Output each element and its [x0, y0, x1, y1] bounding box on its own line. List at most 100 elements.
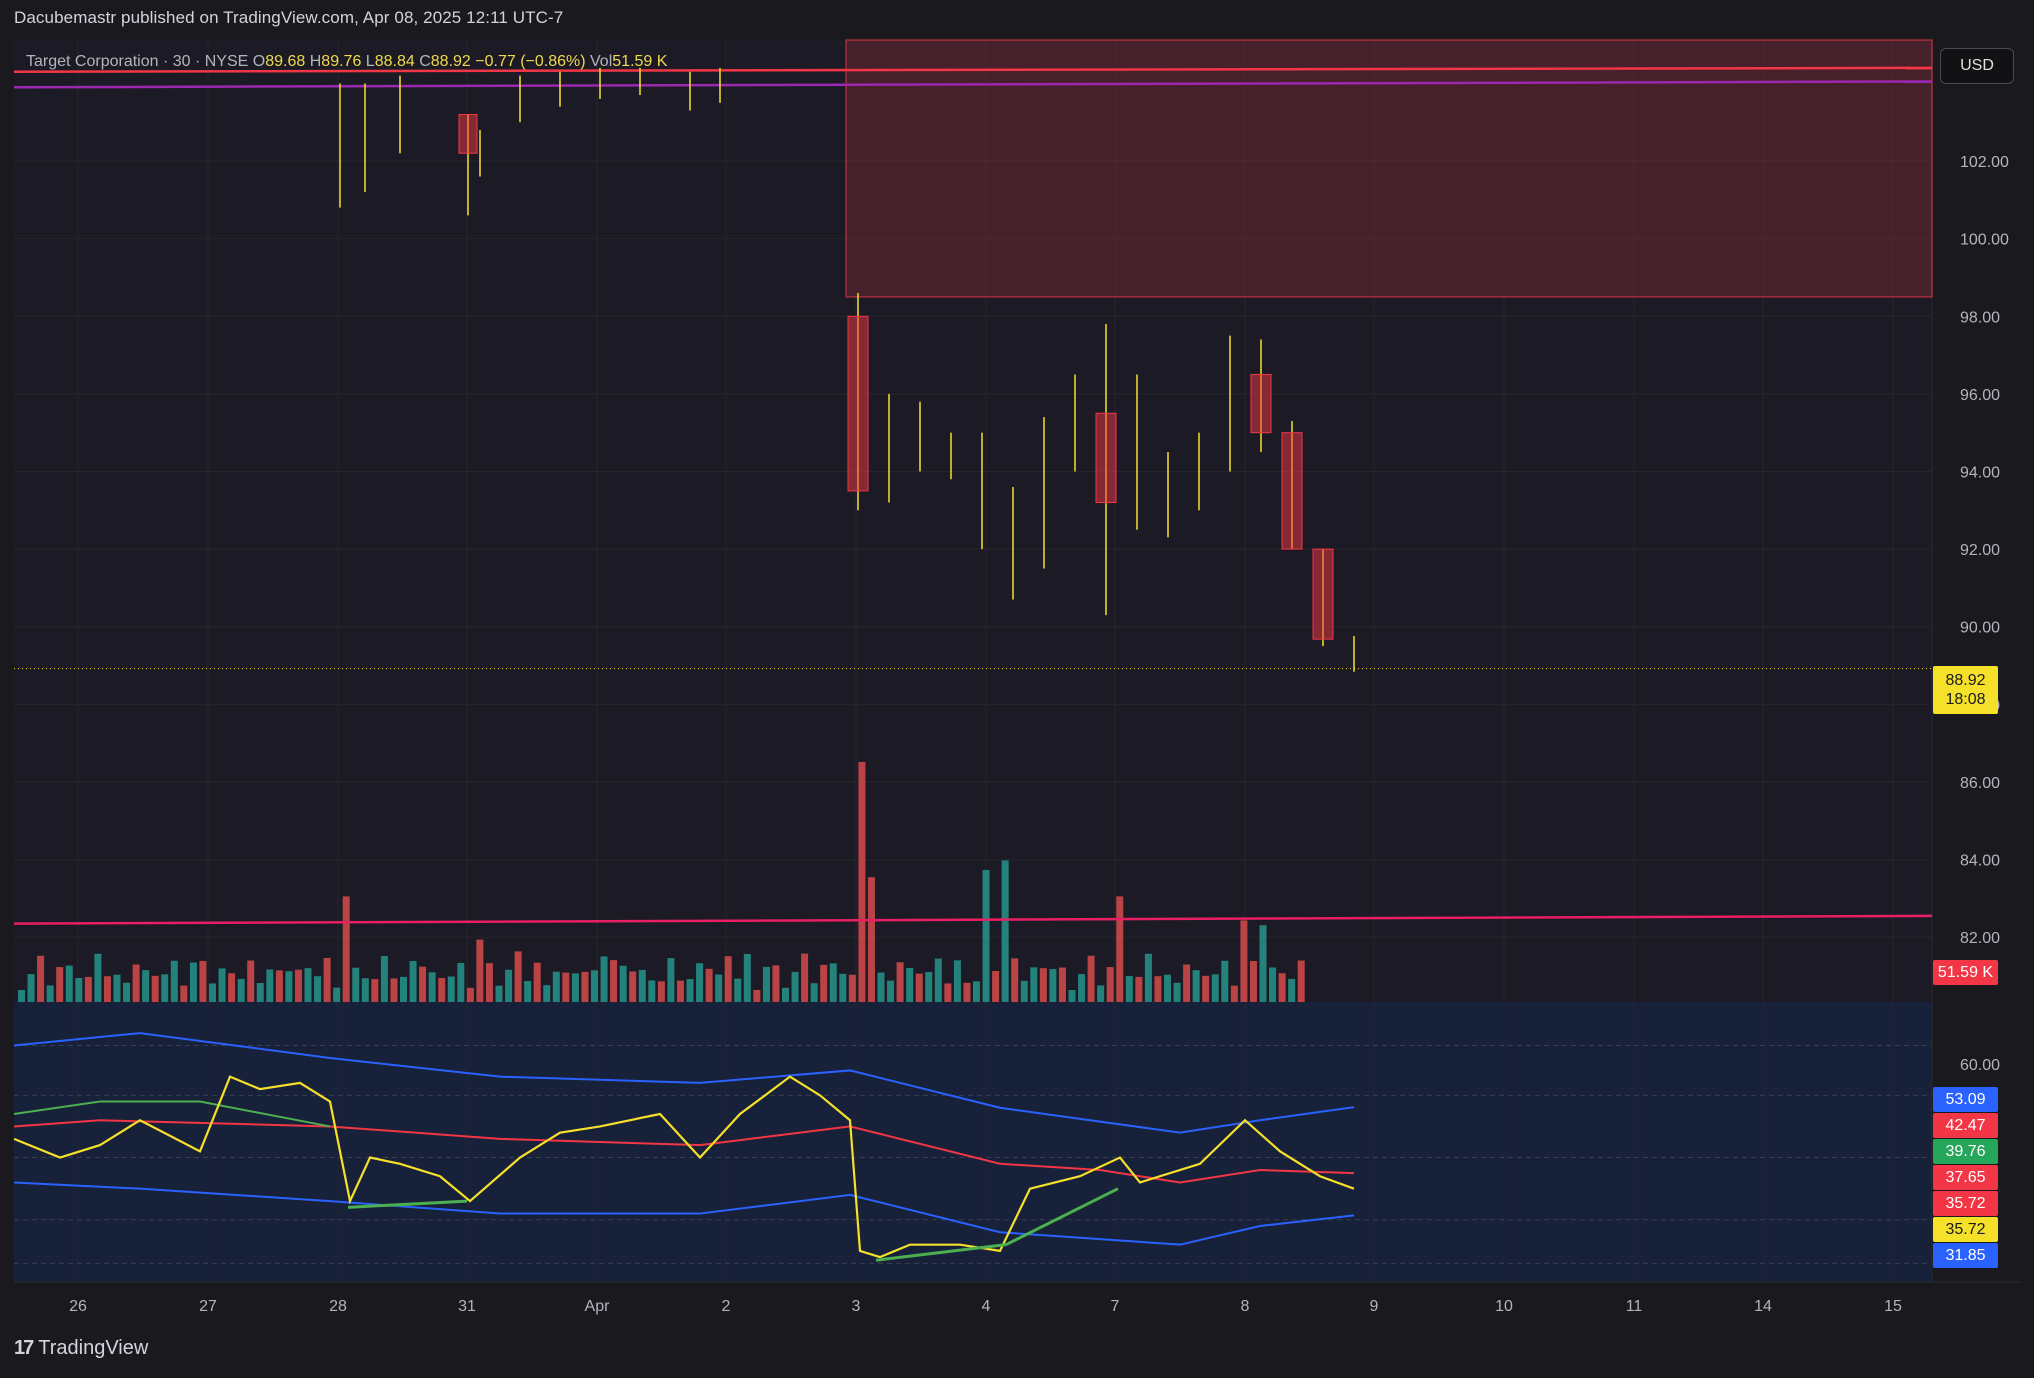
bullish-divergence-3 — [1005, 1187, 1119, 1247]
volume-bar — [419, 966, 427, 1002]
volume-bar — [457, 962, 465, 1002]
time-tick-label: 3 — [852, 1298, 861, 1315]
volume-bar — [27, 974, 35, 1002]
volume-bar — [934, 958, 942, 1002]
volume-bar — [1116, 896, 1124, 1002]
tradingview-logo-icon: 17 — [14, 1337, 34, 1359]
volume-bar — [810, 983, 818, 1002]
volume-bar — [75, 978, 83, 1002]
high-value: 89.76 — [321, 53, 362, 70]
volume-bar — [380, 955, 388, 1002]
volume-bar — [505, 969, 513, 1002]
last-price-tag: 88.92 18:08 — [1933, 666, 1998, 714]
volume-value-tag: 51.59 K — [1933, 960, 1998, 985]
purple-line — [13, 80, 1933, 89]
volume-bar — [1240, 920, 1248, 1002]
volume-bar — [1087, 955, 1095, 1002]
volume-bar — [1164, 974, 1171, 1002]
volume-bar — [37, 955, 45, 1002]
volume-bar — [323, 957, 331, 1002]
volume-bar — [1249, 960, 1257, 1002]
volume-bar — [524, 981, 532, 1002]
volume-bar — [829, 963, 837, 1002]
volume-bar — [161, 974, 169, 1002]
volume-bar — [495, 985, 503, 1002]
volume-bar — [228, 973, 236, 1002]
volume-bar — [600, 956, 608, 1002]
volume-bar — [1068, 990, 1076, 1002]
volume-bar — [963, 982, 971, 1002]
volume-bar — [1278, 973, 1286, 1002]
price-tick-label: 90.00 — [1960, 620, 2000, 637]
indicator-value-tag: 53.09 — [1933, 1087, 1998, 1112]
price-tick-label: 92.00 — [1960, 542, 2000, 559]
volume-bar — [56, 967, 64, 1002]
volume-bar — [552, 971, 560, 1002]
volume-bar — [762, 966, 770, 1002]
indicator-value-tag: 31.85 — [1933, 1243, 1998, 1268]
price-tick-label: 86.00 — [1960, 775, 2000, 792]
volume-bar — [1020, 980, 1028, 1002]
open-value: 89.68 — [265, 53, 306, 70]
price-tick-label: 102.00 — [1960, 154, 2009, 171]
volume-bar — [925, 972, 933, 1002]
time-tick-label: 26 — [69, 1298, 87, 1315]
volume-bar — [715, 974, 723, 1002]
price-tick-label: 96.00 — [1960, 387, 2000, 404]
volume-bar — [1078, 974, 1086, 1002]
volume-bar — [944, 983, 952, 1002]
currency-button[interactable]: USD — [1940, 48, 2014, 84]
price-tick-label: 98.00 — [1960, 309, 2000, 326]
red-line — [13, 66, 1933, 74]
volume-bar — [1211, 974, 1219, 1002]
volume-bar — [801, 953, 809, 1002]
volume-bar — [657, 981, 665, 1002]
volume-bar — [982, 870, 990, 1002]
volume-bar — [18, 990, 25, 1002]
candle-body — [847, 315, 869, 492]
tradingview-brand: TradingView — [38, 1337, 149, 1359]
volume-bar — [1202, 975, 1210, 1002]
volume-bar — [1097, 985, 1105, 1002]
volume-bar — [915, 973, 923, 1002]
volume-bar — [438, 978, 446, 1002]
close-value: 88.92 — [430, 53, 471, 70]
volume-bar — [180, 985, 188, 1002]
volume-bar — [896, 962, 904, 1002]
volume-bar — [581, 971, 589, 1002]
volume-bar — [65, 965, 73, 1002]
volume-bar — [352, 967, 360, 1002]
rsi-ma2-line — [13, 1100, 331, 1128]
volume-bar — [209, 983, 216, 1002]
volume-bar — [543, 985, 551, 1002]
volume-bar — [562, 972, 570, 1002]
volume-bar — [782, 987, 789, 1002]
volume-bar — [629, 971, 637, 1002]
volume-bar — [476, 939, 484, 1002]
close-label: C — [419, 53, 431, 70]
tradingview-footer[interactable]: 17 TradingView — [14, 1337, 148, 1360]
volume-bar — [887, 980, 895, 1002]
published-header: Dacubemastr published on TradingView.com… — [14, 8, 564, 27]
volume-bar — [113, 974, 121, 1002]
candle-body — [1095, 412, 1117, 504]
indicator-value-tag: 35.72 — [1933, 1191, 1998, 1216]
volume-bar — [734, 978, 742, 1002]
volume-bar — [142, 970, 150, 1002]
volume-bar — [466, 987, 474, 1002]
volume-bar — [132, 964, 140, 1002]
volume-bar — [772, 965, 780, 1002]
volume-bar — [953, 960, 961, 1002]
volume-bar — [1039, 968, 1047, 1002]
volume-bar — [400, 976, 407, 1002]
resistance-zone — [845, 39, 1933, 298]
volume-bar — [533, 962, 541, 1002]
vol-label: Vol — [590, 53, 613, 70]
indicator-value-tag: 39.76 — [1933, 1139, 1998, 1164]
low-value: 88.84 — [374, 53, 415, 70]
volume-bar — [867, 877, 875, 1002]
volume-bar — [485, 963, 493, 1002]
volume-bar — [123, 982, 131, 1002]
volume-bar — [218, 968, 226, 1002]
